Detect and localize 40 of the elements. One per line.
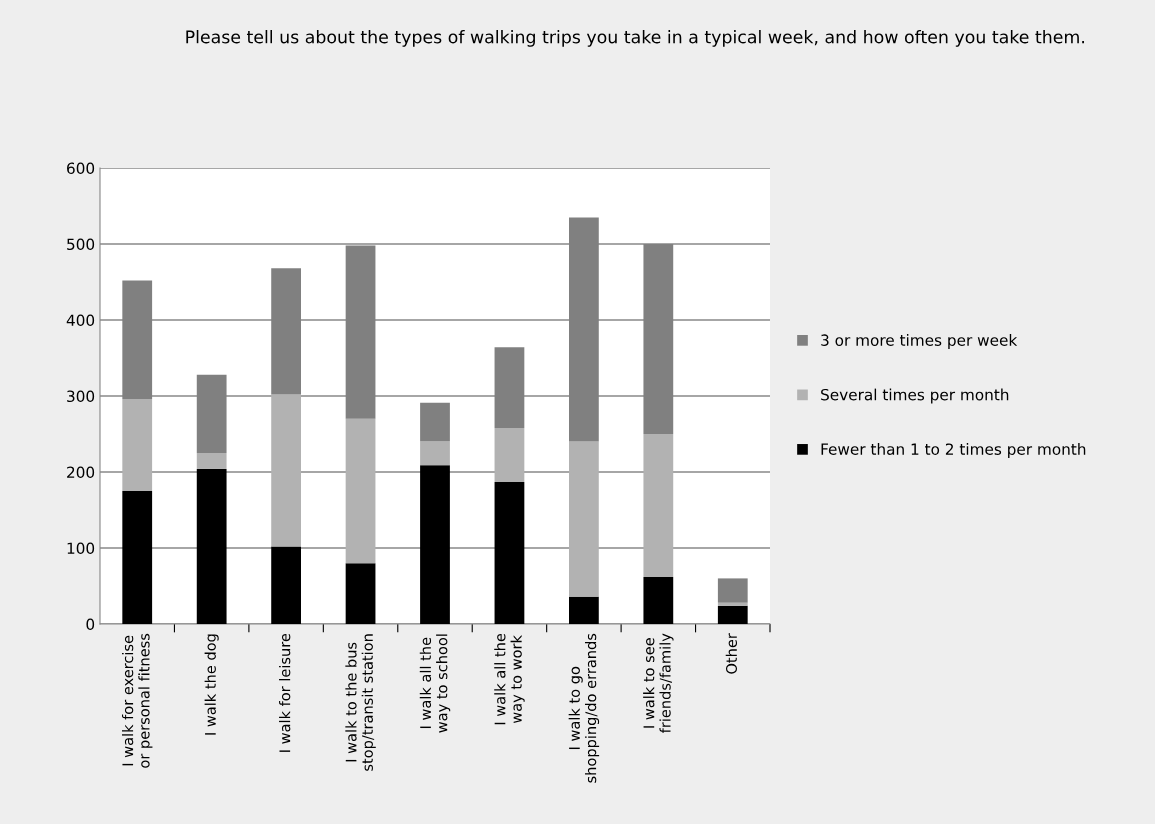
bar [122, 491, 153, 624]
y-tick-label: 500 [67, 238, 95, 251]
bar [717, 578, 748, 603]
bar [569, 441, 599, 597]
legend-label: Fewer than 1 to 2 times per month [821, 443, 1086, 458]
chart-title: Please tell us about the types of walking trips you take in a typical week, and how often you take them. [186, 30, 1084, 47]
bar [196, 468, 227, 624]
bar [271, 546, 301, 624]
bar [569, 596, 599, 624]
y-tick-label: 200 [67, 466, 95, 479]
x-tick-label: Other [725, 633, 738, 674]
x-tick-label: I walk for exercise or personal fitness [122, 633, 153, 768]
x-tick-label: I walk to the bus stop/transit station [345, 634, 376, 771]
bar [643, 576, 674, 624]
bar [345, 418, 376, 564]
x-tick-label: I walk the dog [204, 634, 219, 735]
y-tick-label: 300 [67, 390, 95, 403]
y-tick-label: 0 [86, 618, 95, 631]
bar [345, 563, 376, 624]
x-tick-label: I walk all the way to school [419, 634, 451, 733]
y-tick-label: 100 [67, 542, 95, 555]
bar [717, 605, 748, 624]
bar [643, 434, 674, 577]
bar [420, 441, 450, 466]
bar [717, 602, 748, 606]
bar [494, 427, 525, 482]
y-tick-label: 600 [67, 162, 95, 175]
x-tick-label: I walk all the way to work [494, 633, 525, 725]
bar [420, 465, 450, 624]
bar [420, 402, 450, 442]
bar [494, 481, 525, 624]
bar [271, 394, 301, 547]
x-tick-label: I walk to see friends/family [643, 633, 674, 733]
bar [196, 453, 227, 469]
bar [122, 399, 153, 491]
x-tick-label: I walk to go shopping/do errands [568, 633, 600, 783]
y-tick-label: 400 [66, 314, 95, 327]
x-tick-label: I walk for leisure [279, 633, 291, 752]
legend-label: 3 or more times per week [821, 334, 1018, 349]
legend-label: Several times per month [821, 388, 1009, 404]
